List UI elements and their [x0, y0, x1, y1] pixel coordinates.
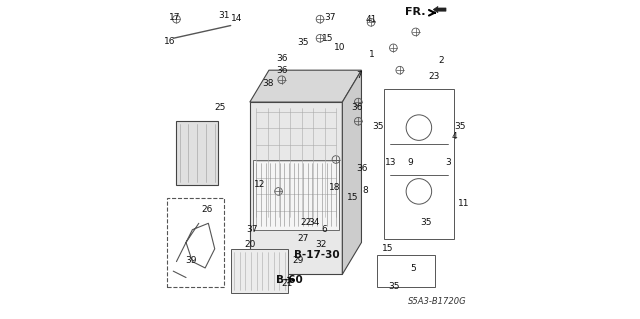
Polygon shape: [177, 121, 218, 185]
Text: 36: 36: [276, 66, 288, 75]
Text: 21: 21: [282, 279, 293, 288]
Text: 35: 35: [454, 122, 466, 131]
Text: 9: 9: [407, 158, 413, 167]
Text: 26: 26: [202, 205, 213, 214]
Polygon shape: [250, 102, 342, 274]
Text: 37: 37: [324, 13, 335, 22]
Text: 39: 39: [186, 256, 197, 265]
Text: 15: 15: [382, 244, 394, 253]
Text: 4: 4: [451, 132, 457, 141]
Text: 15: 15: [347, 193, 358, 202]
Text: B-60: B-60: [276, 275, 303, 285]
Text: 25: 25: [215, 103, 226, 112]
Text: S5A3-B1720G: S5A3-B1720G: [408, 297, 467, 306]
Text: 36: 36: [356, 164, 368, 173]
Text: 20: 20: [244, 241, 256, 249]
Text: 6: 6: [321, 225, 326, 234]
Text: 22: 22: [301, 218, 312, 227]
Text: 8: 8: [362, 186, 368, 195]
Text: 36: 36: [351, 103, 363, 112]
Text: 2: 2: [438, 56, 444, 65]
Text: 23: 23: [429, 72, 440, 81]
Text: 31: 31: [218, 11, 230, 20]
Text: FR.: FR.: [404, 7, 425, 17]
Text: 1: 1: [369, 50, 375, 59]
Text: 41: 41: [365, 15, 377, 24]
Text: 34: 34: [308, 218, 320, 227]
Text: 7: 7: [356, 71, 362, 80]
Text: 27: 27: [298, 234, 308, 243]
Text: 18: 18: [329, 183, 340, 192]
Text: 17: 17: [170, 13, 181, 22]
Polygon shape: [342, 70, 362, 274]
Text: 35: 35: [298, 38, 309, 47]
Polygon shape: [253, 160, 339, 230]
Text: 37: 37: [246, 225, 258, 234]
Text: 15: 15: [322, 34, 333, 43]
Text: 29: 29: [292, 256, 303, 265]
Text: 10: 10: [334, 43, 346, 52]
Text: 35: 35: [420, 218, 431, 227]
Polygon shape: [230, 249, 288, 293]
Text: 14: 14: [232, 14, 243, 23]
Text: 35: 35: [388, 282, 400, 291]
Text: 35: 35: [372, 122, 384, 131]
Text: B-17-30: B-17-30: [294, 249, 340, 260]
Text: 12: 12: [254, 180, 266, 189]
Text: 36: 36: [276, 54, 288, 63]
Polygon shape: [250, 70, 362, 102]
Text: 5: 5: [410, 264, 416, 273]
Text: 11: 11: [458, 199, 470, 208]
Text: 3: 3: [445, 158, 451, 167]
Text: 38: 38: [262, 79, 274, 88]
Text: 13: 13: [385, 158, 397, 167]
Text: 32: 32: [315, 241, 326, 249]
Text: 16: 16: [164, 37, 176, 46]
Polygon shape: [433, 6, 446, 13]
